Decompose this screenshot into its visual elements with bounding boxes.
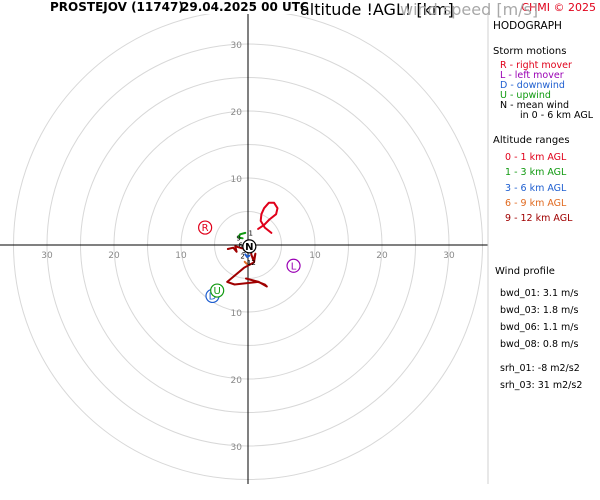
alt-item-9-12: 9 - 12 km AGL (505, 213, 573, 225)
storm-marker-r (198, 220, 213, 235)
srh-01-value: srh_01: -8 m2/s2 (500, 363, 580, 374)
storm-marker-label-r: R (202, 223, 209, 234)
bwd-08-value: bwd_08: 0.8 m/s (500, 339, 579, 350)
tick-label-u-neg: 10 (175, 251, 187, 261)
tick-label-u-pos: 20 (376, 251, 388, 261)
storm-item-mean-wind-layer: in 0 - 6 km AGL (520, 110, 594, 121)
series-line-0 (257, 201, 279, 234)
storm-item-right-mover: R - right mover (500, 60, 572, 71)
bwd-01-value: bwd_01: 3.1 m/s (500, 288, 579, 299)
tick-label-v-pos: 20 (231, 108, 243, 118)
storm-item-left-mover: L - left mover (500, 70, 564, 81)
bwd-03-value: bwd_03: 1.8 m/s (500, 305, 579, 316)
height-label: 12 (247, 259, 256, 267)
tick-label-v-pos: 30 (231, 41, 243, 51)
wind-speed-label: wind speed [m/s] (400, 0, 539, 19)
alt-item-1-3: 1 - 3 km AGL (505, 167, 567, 179)
tick-label-v-neg: 30 (231, 443, 243, 453)
storm-marker-label-d: D (209, 292, 217, 303)
series-line-4 (226, 242, 268, 288)
storm-motions-heading: Storm motions (493, 46, 567, 57)
tick-label-u-neg: 20 (108, 251, 120, 261)
height-label: 1 (248, 230, 252, 238)
alt-item-0-1: 0 - 1 km AGL (505, 152, 567, 163)
credit-label: CHMI © 2025 (521, 1, 596, 14)
storm-marker-label-n: N (245, 242, 253, 253)
station-title: PROSTEJOV (11747) (50, 0, 184, 14)
series-line-2 (244, 253, 251, 259)
tick-label-v-neg: 10 (231, 309, 243, 319)
altitude-label: altitude !AGL! [km] (300, 0, 454, 19)
tick-label-u-pos: 10 (309, 251, 321, 261)
altitude-ranges-list: 0 - 1 km AGL 1 - 3 km AGL 3 - 6 km AGL 6… (505, 150, 600, 226)
tick-label-v-pos: 10 (231, 175, 243, 185)
storm-marker-label-u: U (214, 286, 221, 297)
alt-item-6-9: 6 - 9 km AGL (505, 197, 567, 209)
tick-label-u-pos: 30 (443, 251, 455, 261)
storm-motions-list: R - right mover L - left mover D - downw… (500, 61, 600, 121)
storm-marker-n (242, 239, 257, 254)
storm-item-mean-wind: N - mean wind (500, 100, 569, 111)
alt-item-3-6: 3 - 6 km AGL (505, 182, 567, 194)
panel-title: HODOGRAPH (493, 20, 562, 32)
wind-profile-heading: Wind profile (495, 266, 555, 277)
storm-item-upwind: U - upwind (500, 90, 551, 101)
datetime-title: 29.04.2025 00 UTC (181, 0, 309, 14)
height-label: 3 (242, 247, 246, 255)
srh-03-value: srh_03: 31 m2/s2 (500, 380, 583, 391)
series-line-3 (243, 260, 248, 265)
storm-marker-l (286, 258, 301, 273)
tick-label-u-neg: 30 (41, 251, 53, 261)
storm-marker-u (210, 283, 225, 298)
height-label: 6 (238, 242, 243, 250)
altitude-ranges-heading: Altitude ranges (493, 135, 570, 146)
tick-label-v-neg: 20 (231, 376, 243, 386)
series-line-1 (237, 231, 247, 240)
height-label: 9 (236, 234, 240, 242)
storm-item-downwind: D - downwind (500, 80, 565, 91)
height-label: 2 (240, 252, 244, 260)
bwd-06-value: bwd_06: 1.1 m/s (500, 322, 579, 333)
legend-panel: HODOGRAPH Storm motions R - right mover … (493, 20, 600, 226)
hodograph-grid (0, 14, 488, 484)
wind-profile-panel: Wind profile bwd_01: 3.1 m/s bwd_03: 1.8… (495, 266, 600, 394)
storm-marker-label-l: L (291, 261, 297, 272)
